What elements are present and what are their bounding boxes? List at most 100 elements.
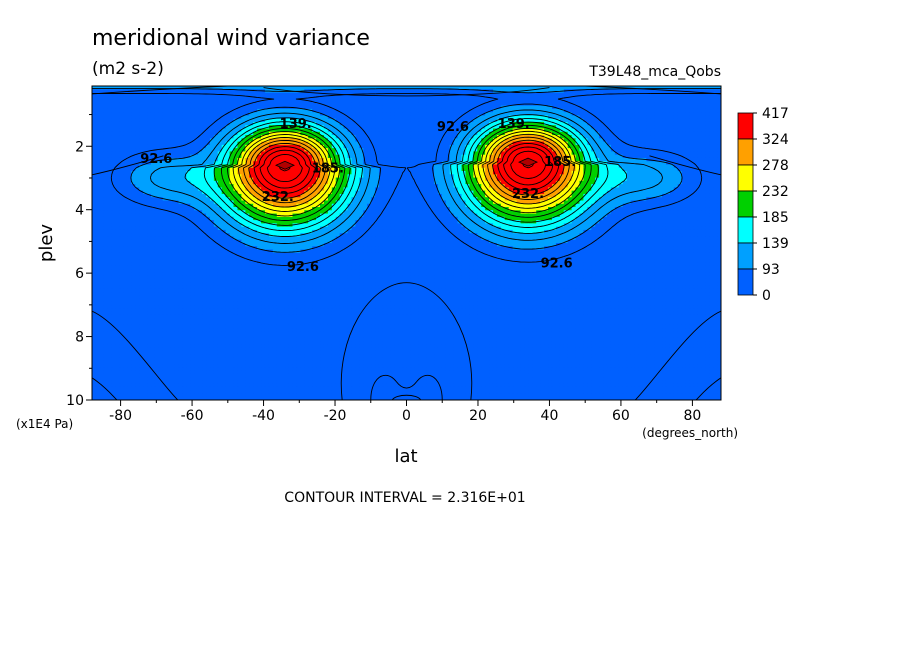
field-cell xyxy=(119,131,125,136)
field-cell xyxy=(394,125,400,130)
field-cell xyxy=(618,148,624,153)
field-cell xyxy=(209,99,215,103)
field-cell xyxy=(182,92,187,97)
field-cell xyxy=(713,141,718,146)
field-cell xyxy=(705,108,710,113)
field-cell xyxy=(548,180,553,185)
field-cell xyxy=(630,171,636,175)
field-cell xyxy=(461,167,467,172)
field-cell xyxy=(622,184,628,188)
field-cell xyxy=(158,138,164,143)
field-cell xyxy=(563,102,569,107)
field-cell xyxy=(705,174,710,179)
field-cell xyxy=(465,108,470,113)
field-cell xyxy=(111,144,117,149)
field-cell xyxy=(473,164,478,169)
field-cell xyxy=(186,161,191,166)
field-cell xyxy=(92,154,97,159)
field-cell xyxy=(437,174,443,179)
field-cell xyxy=(665,148,671,153)
field-cell xyxy=(717,138,721,143)
field-cell xyxy=(473,121,478,126)
field-cell xyxy=(634,121,640,126)
field-cell xyxy=(284,180,290,185)
field-cell xyxy=(536,128,541,133)
field-cell xyxy=(614,177,620,182)
field-cell xyxy=(131,112,136,117)
field-cell xyxy=(654,108,659,113)
field-cell xyxy=(92,184,97,188)
field-cell xyxy=(630,184,636,188)
field-cell xyxy=(241,128,246,133)
field-cell xyxy=(162,138,168,143)
field-cell xyxy=(717,92,721,97)
field-cell xyxy=(461,141,467,146)
field-cell xyxy=(410,180,415,185)
field-cell xyxy=(697,148,702,153)
field-cell xyxy=(492,108,498,113)
field-cell xyxy=(563,141,569,146)
field-cell xyxy=(449,115,455,120)
field-cell xyxy=(642,128,647,133)
field-cell xyxy=(386,184,392,188)
field-cell xyxy=(268,154,274,159)
field-cell xyxy=(445,148,451,153)
field-cell xyxy=(571,92,577,97)
field-cell xyxy=(194,141,199,146)
field-cell xyxy=(426,167,431,172)
field-cell xyxy=(343,161,349,166)
field-cell xyxy=(241,151,246,156)
field-cell xyxy=(614,144,620,149)
field-cell xyxy=(95,102,101,107)
field-cell xyxy=(123,171,128,175)
field-cell xyxy=(312,180,317,185)
field-cell xyxy=(654,174,659,179)
field-cell xyxy=(343,148,349,153)
field-cell xyxy=(131,95,136,100)
field-cell xyxy=(268,171,274,175)
field-cell xyxy=(441,108,447,113)
field-cell xyxy=(461,128,467,133)
field-cell xyxy=(123,125,128,130)
field-cell xyxy=(272,95,278,100)
field-cell xyxy=(662,184,667,188)
field-cell xyxy=(288,115,294,120)
field-cell xyxy=(551,112,557,117)
field-cell xyxy=(111,171,117,175)
field-cell xyxy=(555,95,561,100)
field-cell xyxy=(571,115,577,120)
field-cell xyxy=(206,138,211,143)
field-cell xyxy=(567,89,573,94)
field-cell xyxy=(406,171,412,175)
field-cell xyxy=(119,180,125,185)
field-cell xyxy=(217,102,223,107)
field-cell xyxy=(717,151,721,156)
field-cell xyxy=(115,95,121,100)
field-cell xyxy=(430,121,435,126)
field-cell xyxy=(296,102,301,107)
field-cell xyxy=(127,157,132,162)
field-cell xyxy=(603,95,608,100)
field-cell xyxy=(508,144,514,149)
field-cell xyxy=(386,161,392,166)
field-cell xyxy=(630,115,636,120)
field-cell xyxy=(418,161,423,166)
field-cell xyxy=(618,151,624,156)
field-cell xyxy=(496,131,502,136)
field-cell xyxy=(178,128,184,133)
field-cell xyxy=(437,164,443,169)
field-cell xyxy=(331,108,337,113)
field-cell xyxy=(158,184,164,188)
field-cell xyxy=(430,115,435,120)
field-cell xyxy=(398,157,404,162)
field-cell xyxy=(213,108,219,113)
field-cell xyxy=(508,141,514,146)
field-cell xyxy=(618,144,624,149)
field-cell xyxy=(520,151,526,156)
field-cell xyxy=(532,151,537,156)
field-cell xyxy=(551,138,557,143)
field-cell xyxy=(300,161,305,166)
field-cell xyxy=(268,115,274,120)
field-cell xyxy=(390,125,396,130)
field-cell xyxy=(300,92,305,97)
